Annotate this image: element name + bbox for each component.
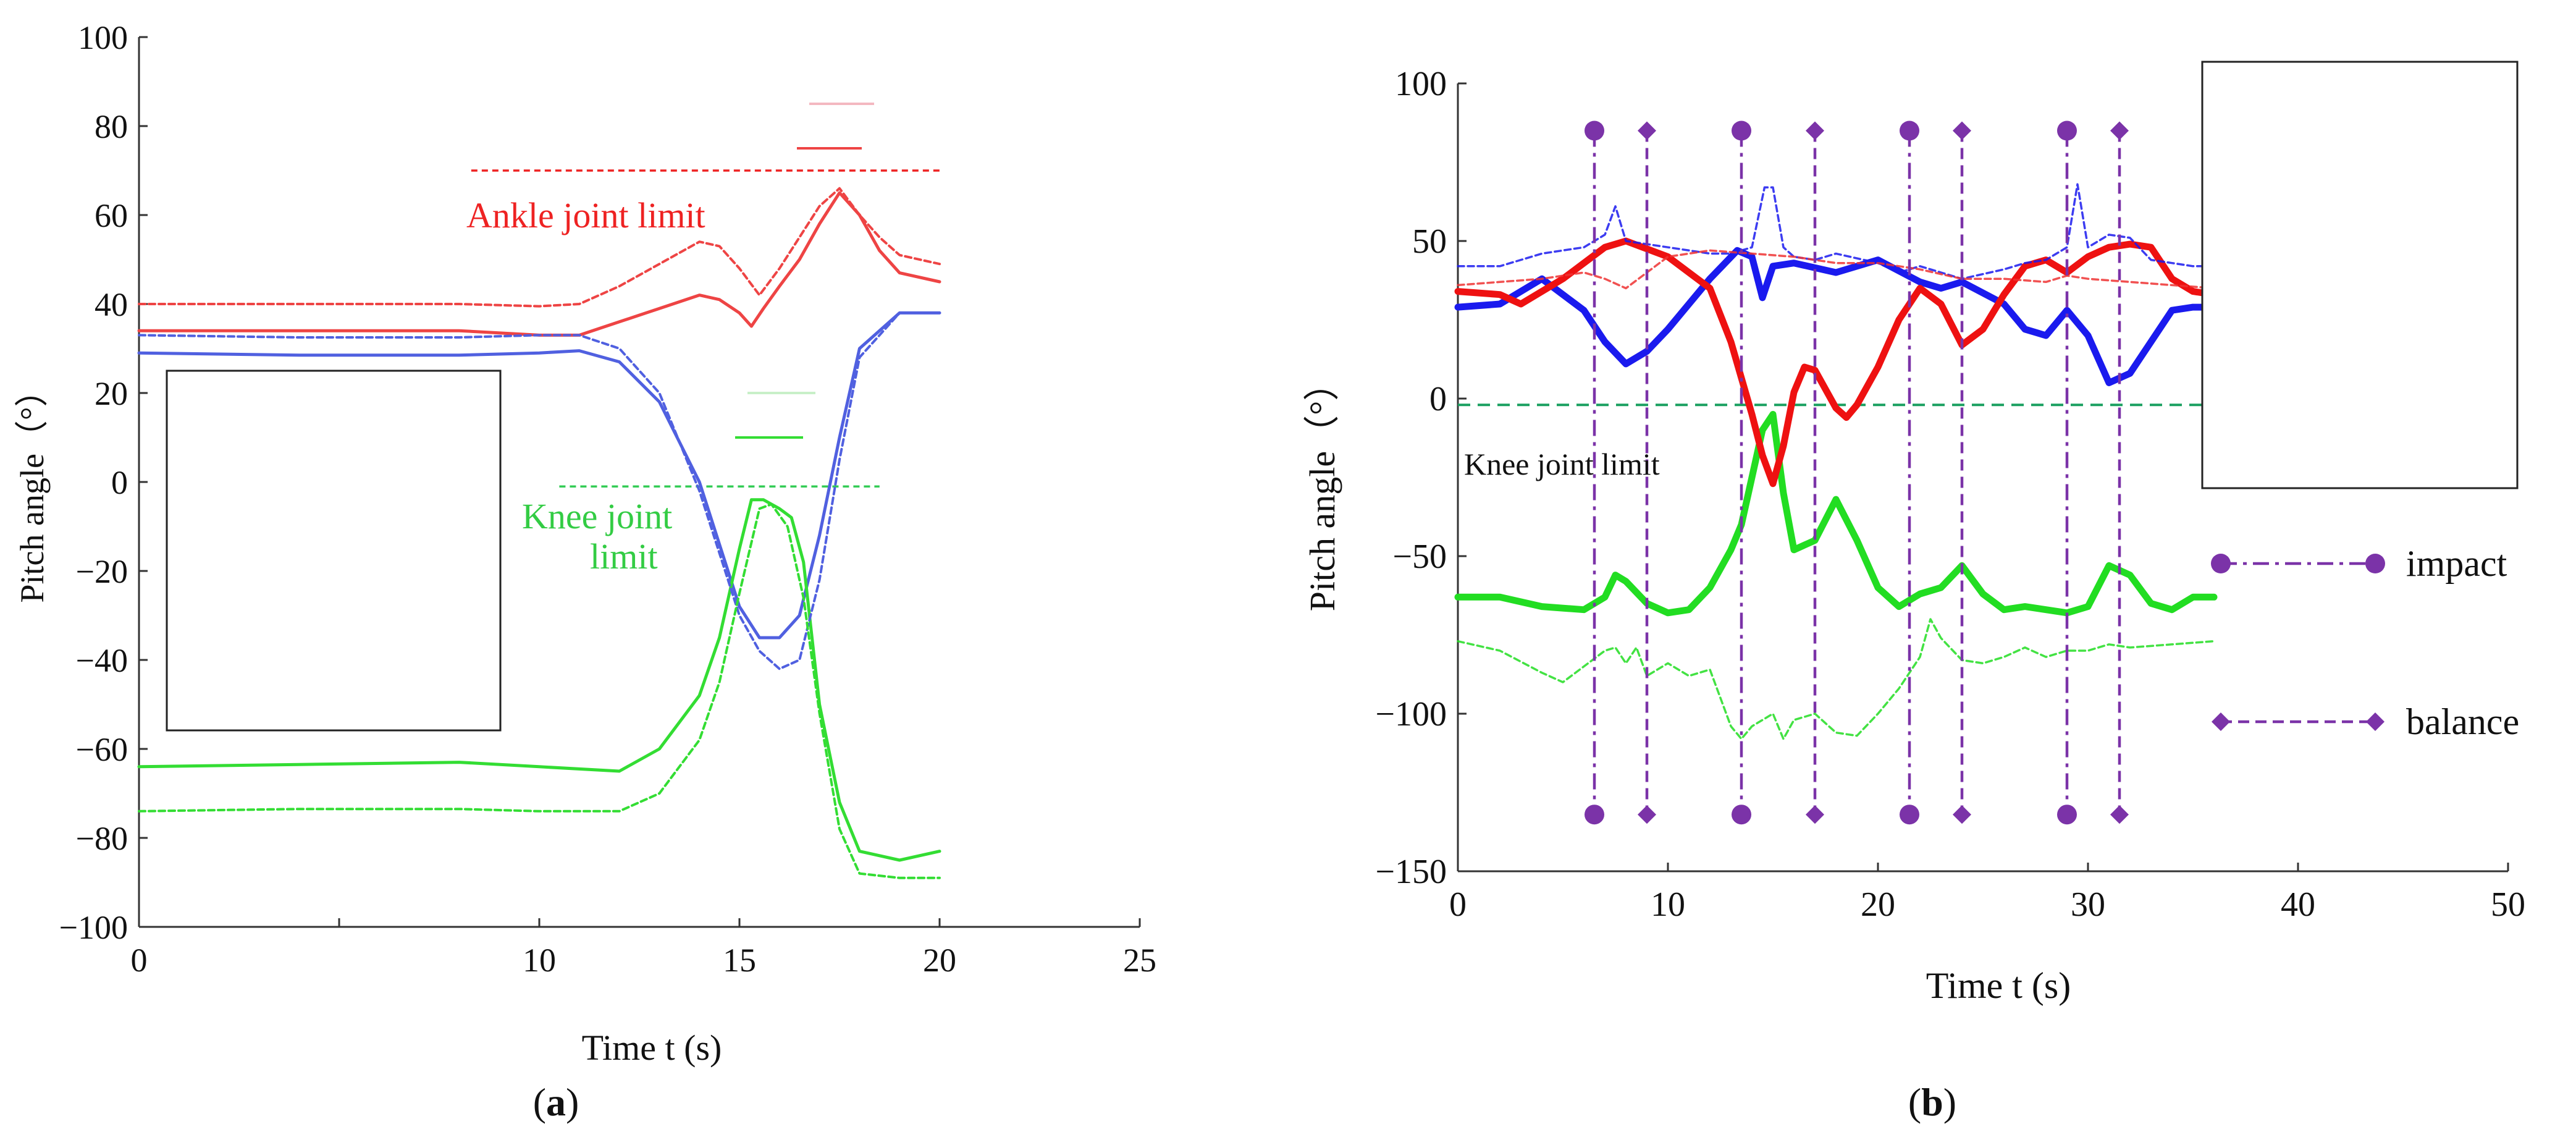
series-group-a: [137, 187, 941, 879]
balance-marker-top: [1638, 121, 1656, 140]
panel-label-b-letter: b: [1921, 1080, 1943, 1124]
impact-legend-label: impact: [2406, 543, 2507, 584]
reference-lines-a: [471, 103, 940, 488]
pa-y-tick-label: −40: [76, 642, 128, 679]
chart-panel-a: 0 10 15 20 25 −100 −80 −60 −40 −20 0 20 40 60 80 100 An…: [14, 19, 1156, 1124]
pa-y-tick-label: 100: [78, 19, 128, 56]
x-axis-label-a: Time t (s): [582, 1028, 722, 1068]
pb-x-tick-label: 20: [1861, 885, 1895, 924]
x-axis-label-b-text: Time t (s): [1926, 965, 2071, 1006]
impact-marker-bottom: [1732, 805, 1751, 825]
pa-y-tick-label: 20: [95, 375, 128, 412]
annotation-ankle-limit: Ankle joint limit: [466, 195, 705, 235]
event-markers-b: [1585, 120, 2129, 825]
pa-x-tick-label: 25: [1123, 942, 1156, 979]
legend-b: [2201, 61, 2519, 489]
y-axis-label-a: Pitch angle（°）: [14, 373, 51, 602]
pb-x-tick-label: 30: [2071, 885, 2105, 924]
legend-box-a: [166, 370, 502, 732]
pb-series-right-knee: [1454, 411, 2218, 617]
pa-y-tick-label: −60: [76, 731, 128, 768]
annotation-knee-limit-line1: Knee joint: [522, 496, 672, 536]
y-axis-label-b: Pitch angle（°）: [1302, 365, 1342, 612]
pa-y-tick-label: −100: [59, 909, 128, 946]
axis-ticks-a: 0 10 15 20 25 −100 −80 −60 −40 −20 0 20 40 60 80 100: [59, 19, 1156, 979]
pa-y-tick-label: 60: [95, 197, 128, 234]
pb-y-tick-label: 50: [1412, 222, 1447, 261]
pa-x-tick-label: 0: [131, 942, 148, 979]
pb-series-left-hip: [1457, 183, 2215, 280]
balance-marker-bottom: [1806, 805, 1824, 824]
impact-marker-top: [1732, 120, 1751, 141]
annotation-knee-limit-b: Knee joint limit: [1464, 447, 1660, 481]
pa-x-tick-label: 20: [923, 942, 956, 979]
pa-series-left-knee: [138, 503, 941, 879]
panel-label-a-letter: a: [546, 1080, 566, 1124]
pb-y-tick-label: 100: [1395, 65, 1447, 103]
impact-legend-dot-right: [2365, 554, 2385, 573]
pb-y-tick-label: −150: [1375, 853, 1447, 891]
pa-y-tick-label: 40: [95, 286, 128, 323]
pa-series-left-hip: [138, 311, 941, 670]
impact-marker-top: [2057, 120, 2077, 141]
series-group-b: [1454, 183, 2218, 740]
impact-marker-bottom: [1585, 805, 1604, 825]
pb-y-tick-label: −50: [1392, 538, 1447, 576]
pa-series-right-knee: [137, 498, 941, 862]
pb-series-right-ankle: [1454, 237, 2218, 488]
pa-y-tick-label: −20: [76, 553, 128, 590]
pb-x-tick-label: 50: [2491, 885, 2525, 924]
balance-marker-bottom: [2110, 805, 2129, 824]
pb-x-tick-label: 10: [1651, 885, 1685, 924]
balance-marker-bottom: [1953, 805, 1971, 824]
panel-label-a: (a): [533, 1080, 579, 1124]
plot-area-b: [1457, 83, 2508, 873]
x-axis-label-b: Time t (s): [1926, 965, 2071, 1006]
pa-series-left-ankle: [138, 187, 941, 308]
pb-y-tick-label: −100: [1375, 695, 1447, 733]
impact-legend-dot-left: [2211, 554, 2231, 573]
balance-legend-label: balance: [2406, 701, 2519, 742]
balance-marker-top: [1953, 121, 1971, 140]
balance-marker-bottom: [1638, 805, 1656, 824]
pb-series-right-hip: [1454, 247, 2218, 386]
marker-legend-b: impact balance: [2211, 543, 2519, 742]
pa-y-tick-label: 80: [95, 108, 128, 145]
impact-marker-bottom: [1900, 805, 1919, 825]
pb-x-tick-label: 40: [2281, 885, 2315, 924]
balance-legend-diamond-right: [2366, 712, 2384, 731]
legend-box-b: [2201, 61, 2519, 489]
annotation-knee-limit-line2: limit: [590, 536, 658, 577]
chart-panel-b: 0 10 20 30 40 50 −150 −100 −50 0 50 100 Knee joint …: [1302, 61, 2525, 1124]
balance-legend-diamond-left: [2212, 712, 2230, 731]
pa-y-tick-label: 0: [111, 464, 128, 501]
pa-series-right-hip: [137, 311, 941, 640]
pa-x-tick-label: 10: [523, 942, 556, 979]
balance-marker-top: [1806, 121, 1824, 140]
pb-series-left-knee: [1457, 618, 2215, 740]
pa-x-tick-label: 15: [723, 942, 756, 979]
pb-y-tick-label: 0: [1429, 380, 1447, 418]
impact-marker-top: [1900, 120, 1919, 141]
pb-x-tick-label: 0: [1449, 885, 1467, 924]
impact-marker-top: [1585, 120, 1604, 141]
legend-a: [166, 370, 502, 732]
impact-marker-bottom: [2057, 805, 2077, 825]
balance-marker-top: [2110, 121, 2129, 140]
axis-ticks-b: 0 10 20 30 40 50 −150 −100 −50 0 50 100: [1375, 65, 2525, 924]
x-axis-label-a-text: Time t (s): [582, 1028, 722, 1068]
panel-label-b: (b): [1908, 1080, 1956, 1124]
pa-y-tick-label: −80: [76, 820, 128, 857]
